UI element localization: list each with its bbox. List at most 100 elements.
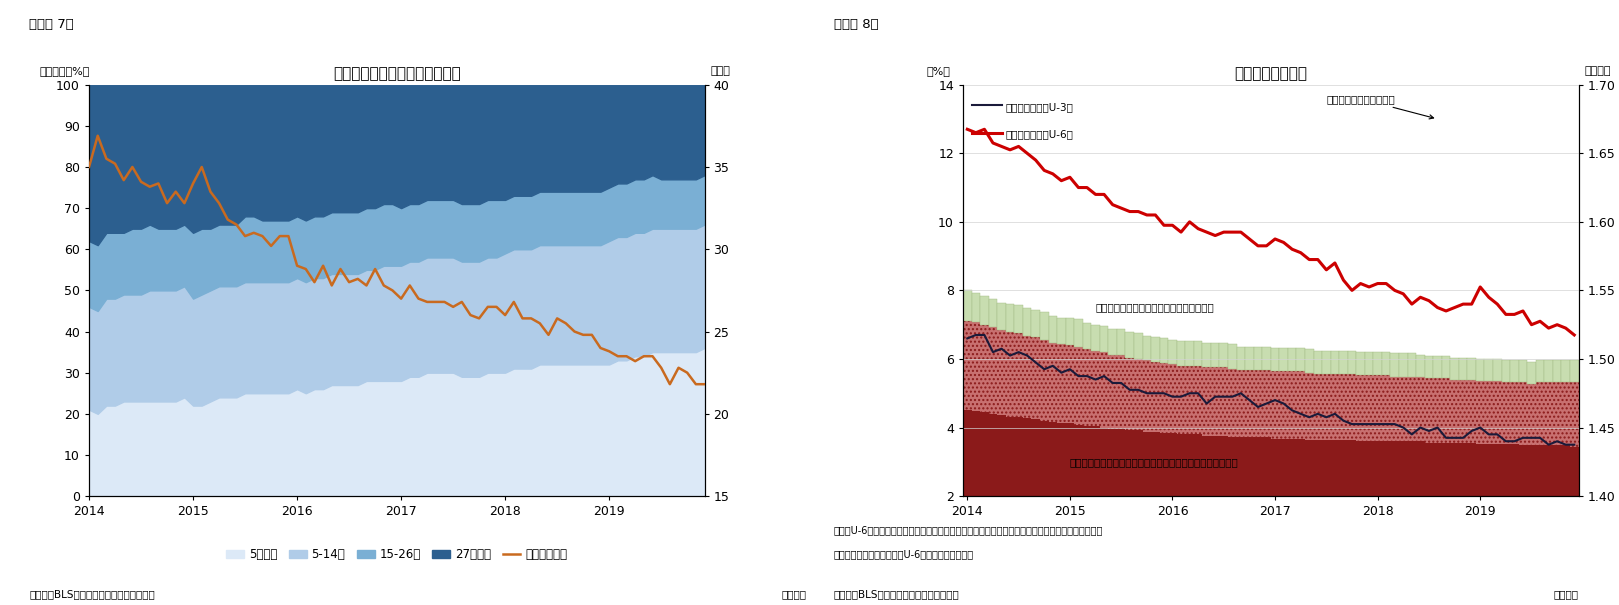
Bar — [1117, 429, 1125, 605]
Text: （%）: （%） — [926, 67, 950, 76]
Bar — [1219, 367, 1229, 436]
Bar — [1023, 418, 1031, 605]
Bar — [1109, 329, 1117, 355]
Bar — [971, 411, 979, 605]
Bar — [1383, 352, 1391, 376]
Bar — [1049, 342, 1057, 422]
Bar — [1073, 425, 1083, 605]
Text: （月次）: （月次） — [782, 589, 806, 599]
Bar — [1323, 374, 1331, 440]
Bar — [1057, 424, 1065, 605]
Bar — [1143, 431, 1151, 605]
Bar — [1253, 347, 1263, 370]
Bar — [1245, 370, 1253, 437]
Bar — [1263, 437, 1271, 605]
Bar — [979, 296, 989, 325]
Text: 労働力人口（経済的理由によるパートタイマー除く、右軸）: 労働力人口（経済的理由によるパートタイマー除く、右軸） — [1070, 457, 1239, 467]
Bar — [1031, 419, 1039, 605]
Bar — [1347, 440, 1357, 605]
Bar — [1443, 356, 1451, 378]
Bar — [1297, 439, 1305, 605]
Bar — [1339, 440, 1347, 605]
Bar — [1407, 441, 1417, 605]
Text: （月次）: （月次） — [1554, 589, 1579, 599]
Bar — [971, 322, 979, 411]
Bar — [1561, 361, 1570, 382]
Bar — [1493, 444, 1501, 605]
Bar — [1253, 437, 1263, 605]
Bar — [1407, 377, 1417, 441]
Bar — [989, 327, 997, 414]
Bar — [989, 299, 997, 327]
Bar — [989, 414, 997, 605]
Text: （週）: （週） — [711, 67, 730, 76]
Bar — [1263, 370, 1271, 437]
Bar — [1459, 358, 1467, 379]
Bar — [1083, 349, 1091, 426]
Bar — [1005, 304, 1015, 332]
Bar — [963, 410, 971, 605]
Bar — [1373, 376, 1383, 441]
Bar — [1185, 434, 1193, 605]
Bar — [1425, 443, 1433, 605]
Bar — [1305, 373, 1313, 440]
Bar — [1015, 417, 1023, 605]
Bar — [1143, 361, 1151, 431]
Bar — [1391, 377, 1399, 441]
Bar — [1193, 434, 1203, 605]
Bar — [1049, 316, 1057, 342]
Bar — [1099, 326, 1109, 352]
Bar — [1271, 439, 1279, 605]
Bar — [1125, 358, 1133, 430]
Bar — [1039, 340, 1049, 420]
Title: 失業期間の分布と平均失業期間: 失業期間の分布と平均失業期間 — [334, 66, 461, 80]
Bar — [1057, 318, 1065, 344]
Bar — [1245, 437, 1253, 605]
Bar — [1545, 382, 1553, 445]
Bar — [1433, 378, 1443, 443]
Bar — [1391, 441, 1399, 605]
Bar — [1177, 341, 1185, 366]
Bar — [1031, 310, 1039, 337]
Bar — [1065, 318, 1073, 345]
Bar — [997, 330, 1005, 415]
Bar — [1443, 378, 1451, 443]
Bar — [1287, 439, 1297, 605]
Bar — [979, 413, 989, 605]
Bar — [1203, 342, 1211, 367]
Bar — [1083, 426, 1091, 605]
Bar — [1039, 312, 1049, 340]
Bar — [1561, 382, 1570, 445]
Bar — [1485, 381, 1493, 444]
Bar — [1237, 347, 1245, 370]
Bar — [1031, 337, 1039, 419]
Bar — [1099, 428, 1109, 605]
Bar — [1109, 355, 1117, 429]
Bar — [1527, 445, 1536, 605]
Bar — [1133, 333, 1143, 359]
Bar — [1536, 445, 1545, 605]
Bar — [1477, 444, 1485, 605]
Bar — [1545, 445, 1553, 605]
Bar — [1125, 430, 1133, 605]
Bar — [1091, 351, 1099, 426]
Bar — [1073, 347, 1083, 425]
Bar — [1511, 361, 1519, 382]
Bar — [1279, 348, 1287, 371]
Bar — [1519, 382, 1527, 445]
Bar — [1245, 347, 1253, 370]
Bar — [1203, 436, 1211, 605]
Bar — [1237, 370, 1245, 437]
Bar — [1433, 443, 1443, 605]
Bar — [1271, 348, 1279, 371]
Bar — [1287, 371, 1297, 439]
Bar — [1331, 440, 1339, 605]
Bar — [1451, 443, 1459, 605]
Text: 広義の失業率（U-6）: 広義の失業率（U-6） — [1005, 129, 1073, 139]
Bar — [1451, 358, 1459, 379]
Bar — [1570, 361, 1579, 382]
Bar — [1253, 370, 1263, 437]
Bar — [1151, 337, 1159, 362]
Bar — [1561, 445, 1570, 605]
Bar — [1203, 367, 1211, 436]
